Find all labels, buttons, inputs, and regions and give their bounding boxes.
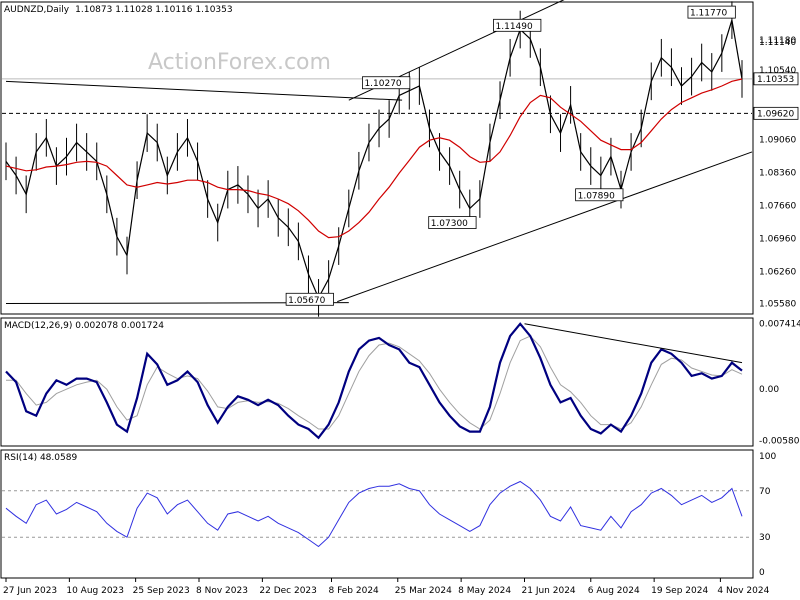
price-axis-tick: 1.07660 — [759, 202, 796, 212]
annotation-label: 1.07890 — [578, 191, 615, 201]
price-annotation: 1.10270 — [362, 76, 411, 90]
annotation-box — [428, 216, 477, 229]
rsi-axis-tick: 30 — [759, 533, 771, 543]
price-axis-tick: 1.08360 — [759, 169, 796, 179]
current-price-tag-box — [753, 72, 799, 86]
time-axis-tick: 25 Sep 2023 — [133, 586, 190, 596]
price-axis-tick: 1.06260 — [759, 268, 796, 278]
annotation-label: 1.05670 — [288, 296, 325, 306]
price-axis-tick: 1.09060 — [759, 136, 796, 146]
macd-line — [5, 322, 743, 440]
y-axis-labels: 1.111801.111401.105401.096601.090601.083… — [753, 36, 800, 578]
price-annotation: 1.07890 — [575, 188, 624, 202]
time-axis-tick: 6 Aug 2024 — [588, 586, 640, 596]
annotation-box — [285, 292, 334, 306]
time-axis-tick: 19 Sep 2024 — [651, 586, 708, 596]
rsi-panel[interactable] — [0, 449, 754, 579]
rsi-axis-tick: 70 — [759, 487, 771, 497]
trend-line — [337, 151, 753, 303]
price-annotation: 1.07300 — [428, 216, 477, 229]
annotation-box — [362, 76, 411, 90]
moving-average-line — [5, 78, 743, 239]
current-price-tag: 1.10353 — [753, 72, 799, 86]
annotation-box — [493, 18, 542, 32]
level-price-tag-box — [753, 106, 799, 120]
macd-panel[interactable] — [0, 317, 754, 447]
price-annotation: 1.05670 — [285, 292, 334, 306]
time-axis: 27 Jun 2023 10 Aug 2023 25 Sep 2023 8 Nov 2… — [3, 578, 770, 596]
time-axis-tick: 8 Feb 2024 — [329, 586, 380, 596]
annotation-box — [575, 188, 624, 202]
rsi-title: RSI(14) 48.0589 — [4, 453, 77, 463]
price-annotation: 1.11490 — [493, 18, 542, 32]
level-price-tag: 1.09620 — [753, 106, 799, 120]
price-axis-tick: 1.10540 — [759, 66, 796, 76]
current-price-tag-text: 1.10353 — [757, 75, 794, 85]
price-panel[interactable] — [0, 1, 754, 315]
trend-line — [5, 80, 403, 101]
rsi-series — [2, 480, 752, 548]
macd-trend-line — [524, 323, 743, 364]
price-axis-tick: 1.11140 — [759, 38, 796, 48]
time-axis-tick: 25 Mar 2024 — [395, 586, 452, 596]
rsi-axis-tick: 100 — [759, 452, 776, 462]
annotation-label: 1.11490 — [496, 22, 533, 32]
macd-axis-tick: 0.007414 — [759, 320, 800, 330]
macd-series — [5, 322, 743, 440]
annotation-label: 1.07300 — [431, 219, 468, 229]
time-axis-tick: 4 Nov 2024 — [717, 586, 769, 596]
chart-title: AUDNZD,Daily 1.10873 1.11028 1.10116 1.10… — [4, 5, 233, 15]
level-price-tag-text: 1.09620 — [757, 109, 794, 119]
price-line — [5, 19, 743, 300]
macd-axis-tick: -0.005808 — [759, 437, 800, 447]
time-axis-tick: 27 Jun 2023 — [3, 586, 57, 596]
price-annotation: 1.11770 — [687, 5, 736, 19]
annotation-box — [687, 5, 736, 19]
time-axis-tick: 21 Jun 2024 — [522, 586, 576, 596]
macd-axis-tick: 0.00 — [759, 385, 779, 395]
macd-signal-line — [6, 335, 743, 430]
rsi-line — [5, 480, 743, 548]
price-axis-tick: 1.06960 — [759, 235, 796, 245]
time-axis-tick: 10 Aug 2023 — [66, 586, 124, 596]
symbol-label: AUDNZD,Daily — [4, 5, 70, 15]
price-series: 1.05670 1.10270 1.07300 1.11490 1.07890 1.117… — [2, 0, 753, 317]
time-axis-tick: 8 May 2024 — [458, 586, 511, 596]
time-axis-tick: 22 Dec 2023 — [259, 586, 317, 596]
watermark: ActionForex.com — [148, 50, 331, 75]
price-axis-tick: 1.05580 — [759, 300, 796, 310]
macd-title: MACD(12,26,9) 0.002078 0.001724 — [4, 321, 164, 331]
price-axis-tick: 1.11180 — [759, 36, 796, 46]
annotation-label: 1.10270 — [364, 79, 401, 89]
ohlc-values: 1.10873 1.11028 1.10116 1.10353 — [75, 5, 232, 15]
rsi-axis-tick: 0 — [759, 568, 765, 578]
annotation-label: 1.11770 — [690, 9, 727, 19]
time-axis-tick: 8 Nov 2023 — [196, 586, 248, 596]
